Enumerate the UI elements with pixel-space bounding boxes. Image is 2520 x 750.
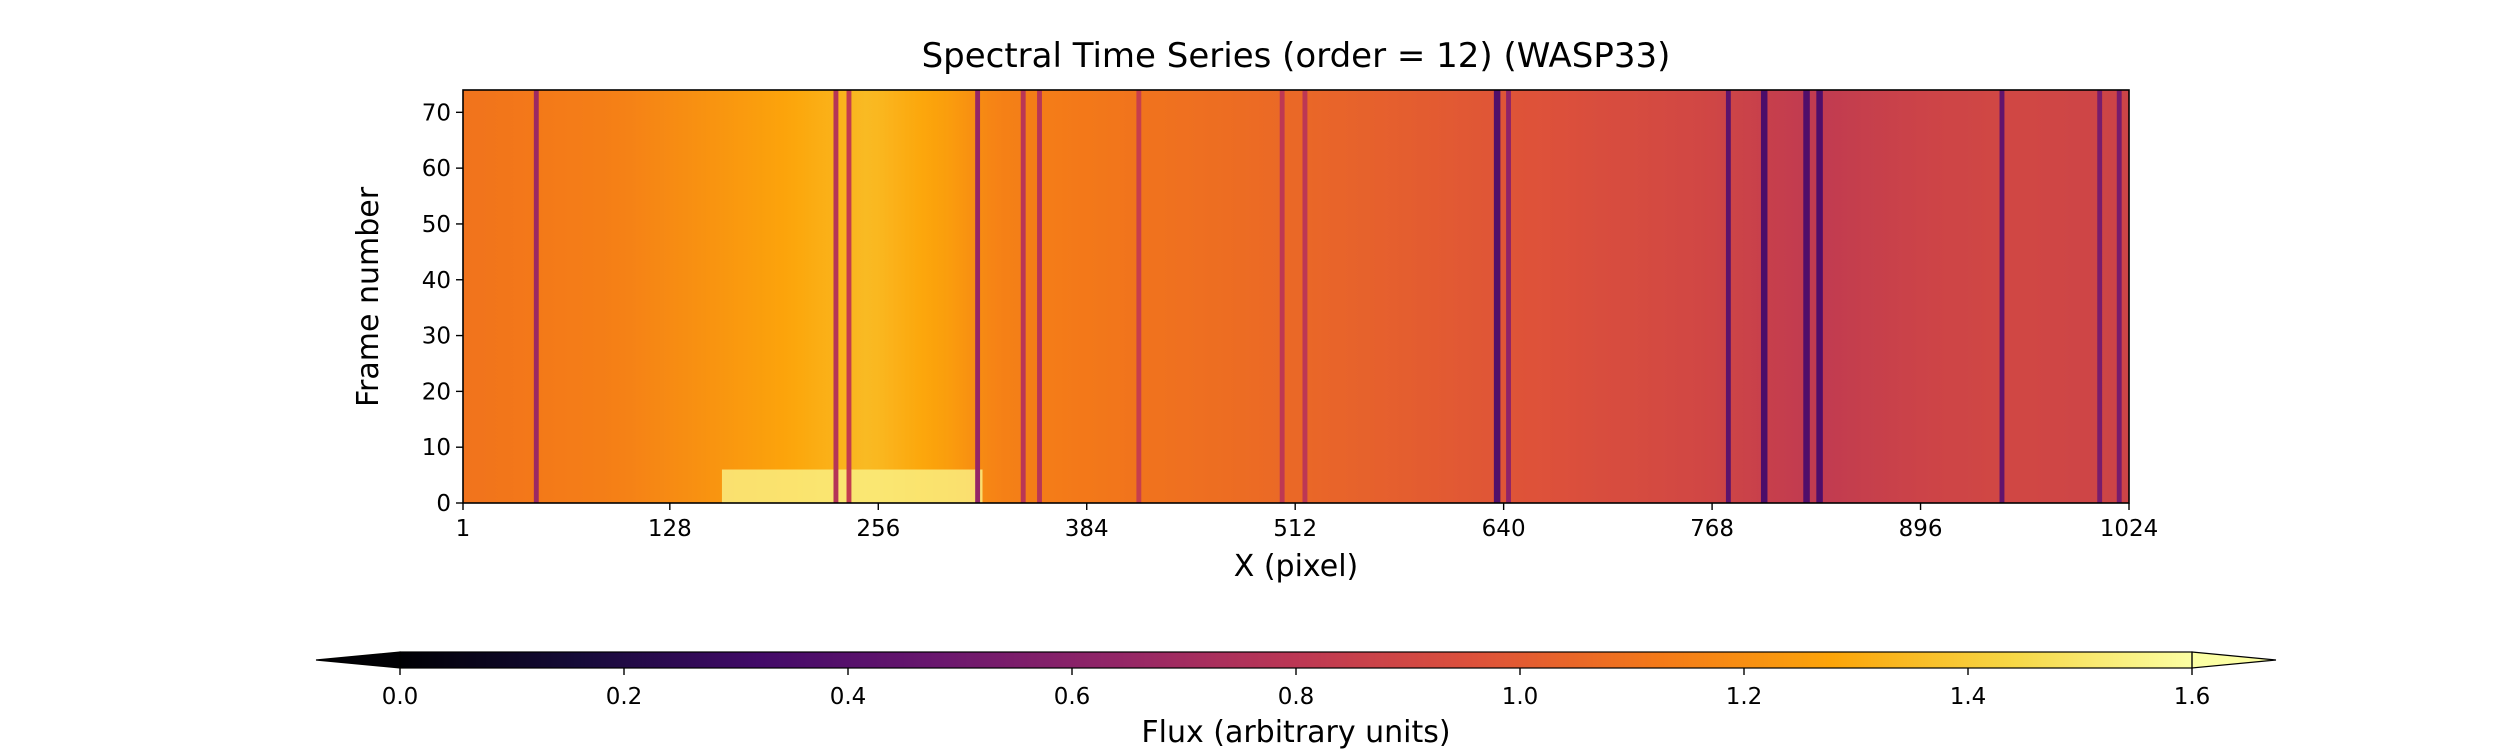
x-tick-label: 512 [1273, 516, 1317, 542]
x-axis-label: X (pixel) [1234, 549, 1359, 584]
colorbar-tick-label: 1.6 [2174, 684, 2211, 710]
y-tick-label: 70 [422, 100, 451, 126]
absorption-line [1279, 90, 1285, 503]
absorption-line [833, 90, 839, 503]
absorption-line [1020, 90, 1026, 503]
absorption-line [1999, 90, 2005, 503]
x-tick-label: 1024 [2100, 516, 2159, 542]
colorbar-ticks: 0.0 0.2 0.4 0.6 0.8 1.0 1.2 1.4 1.6 [382, 668, 2211, 710]
absorption-line [1760, 90, 1768, 503]
absorption-line [1136, 90, 1142, 503]
x-tick-label: 384 [1065, 516, 1109, 542]
absorption-line [533, 90, 539, 503]
colorbar-tick-label: 0.8 [1278, 684, 1315, 710]
x-tick-label: 1 [456, 516, 471, 542]
absorption-line [2116, 90, 2122, 503]
colorbar-tick-label: 1.0 [1502, 684, 1539, 710]
absorption-line [1725, 90, 1731, 503]
absorption-line [2097, 90, 2103, 503]
y-tick-label: 50 [422, 212, 451, 238]
y-tick-label: 0 [436, 491, 451, 517]
x-tick-label: 256 [856, 516, 900, 542]
colorbar-tick-label: 0.0 [382, 684, 419, 710]
colorbar-gradient [400, 652, 2192, 668]
absorption-line [1037, 90, 1042, 503]
colorbar-tick-label: 0.6 [1054, 684, 1091, 710]
heatmap-background [463, 90, 2129, 503]
absorption-line [1506, 90, 1511, 503]
x-tick-label: 640 [1482, 516, 1526, 542]
colorbar-tick-label: 1.4 [1950, 684, 1987, 710]
absorption-line [975, 90, 981, 503]
y-axis-label: Frame number [351, 186, 386, 407]
x-tick-label: 128 [648, 516, 692, 542]
y-tick-label: 10 [422, 435, 451, 461]
absorption-line [846, 90, 852, 503]
colorbar-tick-label: 0.2 [606, 684, 643, 710]
y-tick-label: 60 [422, 156, 451, 182]
x-tick-label: 896 [1899, 516, 1943, 542]
x-tick-label: 768 [1690, 516, 1734, 542]
colorbar-extend-low [315, 651, 401, 669]
plot-frame [462, 89, 2130, 504]
absorption-line [1803, 90, 1810, 503]
chart-title: Spectral Time Series (order = 12) (WASP3… [922, 36, 1671, 76]
y-tick-label: 20 [422, 379, 451, 405]
heatmap [463, 90, 2129, 503]
absorption-line [1816, 90, 1823, 503]
absorption-line [1493, 90, 1501, 503]
y-axis: 0 10 20 30 40 50 60 70 [422, 100, 463, 517]
colorbar-label: Flux (arbitrary units) [1141, 715, 1450, 750]
x-axis: 1 128 256 384 512 640 768 896 1024 [456, 503, 2159, 542]
colorbar-extend-high [2191, 651, 2277, 669]
y-tick-label: 30 [422, 324, 451, 350]
heatmap-bright-region [721, 469, 983, 503]
colorbar-tick-label: 1.2 [1726, 684, 1763, 710]
y-tick-label: 40 [422, 268, 451, 294]
colorbar: 0.0 0.2 0.4 0.6 0.8 1.0 1.2 1.4 1.6 Flux (arbitr… [315, 651, 2277, 750]
absorption-line [1302, 90, 1308, 503]
colorbar-tick-label: 0.4 [830, 684, 867, 710]
